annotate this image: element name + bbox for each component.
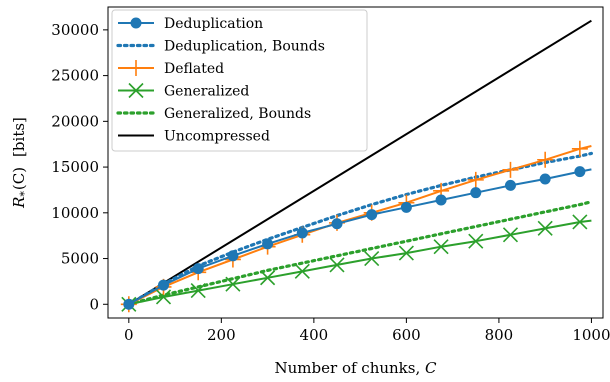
series-line xyxy=(128,19,592,306)
plus-marker xyxy=(571,140,588,157)
x-tick-label: 200 xyxy=(207,326,236,344)
y-axis-label: R*(C) [bits] xyxy=(10,117,31,209)
series-deduplication xyxy=(123,166,592,310)
x-axis: 0 200 400 600 800 1000 xyxy=(124,318,610,344)
series-generalized-bounds xyxy=(127,200,593,306)
x-marker xyxy=(572,214,588,230)
axes-frame xyxy=(107,6,604,319)
x-marker xyxy=(329,257,345,273)
circle-marker xyxy=(366,209,378,221)
x-marker xyxy=(294,263,310,279)
circle-marker xyxy=(158,279,170,291)
x-marker xyxy=(155,289,172,305)
circle-marker xyxy=(400,201,412,213)
circle-marker xyxy=(331,218,343,230)
x-marker xyxy=(468,233,484,249)
plus-marker xyxy=(467,171,484,188)
circle-marker xyxy=(435,194,447,206)
circle-marker xyxy=(123,298,135,310)
circle-marker xyxy=(192,263,204,275)
legend-box xyxy=(111,9,368,152)
x-marker xyxy=(190,282,206,299)
y-tick-label: 30000 xyxy=(51,21,99,39)
legend-label: Deflated xyxy=(164,61,224,77)
series-line xyxy=(128,168,592,306)
x-marker xyxy=(537,220,553,236)
circle-marker xyxy=(539,173,551,185)
x-marker xyxy=(128,82,144,99)
legend-entry: Uncompressed xyxy=(118,129,270,145)
circle-marker xyxy=(504,179,516,191)
legend-entry: Generalized xyxy=(118,82,249,100)
series-deflated xyxy=(120,140,592,313)
series-generalized xyxy=(121,214,592,312)
legend-entry: Deduplication, Bounds xyxy=(116,39,325,55)
x-marker xyxy=(398,245,414,261)
y-tick-label: 0 xyxy=(89,295,99,313)
circle-marker xyxy=(574,166,586,178)
y-tick-label: 25000 xyxy=(51,67,99,85)
legend: Deduplication Deduplication, Bounds Deflat… xyxy=(111,9,368,152)
circle-marker xyxy=(227,250,239,262)
legend-entry: Deflated xyxy=(118,60,224,77)
legend-entry: Generalized, Bounds xyxy=(116,106,311,122)
legend-label: Deduplication, Bounds xyxy=(164,39,325,55)
x-tick-label: 0 xyxy=(124,326,134,344)
series-line xyxy=(128,145,592,306)
y-tick-label: 15000 xyxy=(51,158,99,176)
circle-marker xyxy=(262,238,274,250)
legend-label: Deduplication xyxy=(164,16,263,32)
plus-marker xyxy=(502,161,519,178)
x-tick-label: 800 xyxy=(485,326,514,344)
x-tick-label: 1000 xyxy=(572,326,610,344)
y-axis-label-argument: (C) xyxy=(10,167,28,190)
y-axis-label-subscript: * xyxy=(18,191,31,197)
legend-label: Generalized xyxy=(164,84,249,100)
legend-entry: Deduplication xyxy=(118,16,263,32)
legend-label: Uncompressed xyxy=(164,129,270,145)
circle-marker xyxy=(470,187,482,199)
y-axis-label-unit: [bits] xyxy=(10,117,28,157)
series-line xyxy=(127,151,593,306)
x-marker xyxy=(433,239,449,255)
y-axis: 0 5000 10000 15000 20000 25000 30000 xyxy=(51,21,108,313)
y-tick-label: 20000 xyxy=(51,112,99,130)
x-marker xyxy=(502,227,519,243)
plus-marker xyxy=(537,151,554,168)
y-axis-label-symbol: R xyxy=(10,197,28,209)
y-tick-label: 10000 xyxy=(51,204,99,222)
x-marker xyxy=(225,276,241,292)
series-deduplication-bounds xyxy=(127,151,593,306)
plus-marker xyxy=(128,60,144,76)
series-uncompressed xyxy=(128,19,592,306)
x-tick-label: 600 xyxy=(392,326,421,344)
x-axis-label: Number of chunks, C xyxy=(275,359,437,377)
circle-marker xyxy=(296,227,308,239)
circle-marker xyxy=(130,17,142,29)
series-line xyxy=(127,200,593,306)
x-marker xyxy=(364,250,380,267)
y-tick-label: 5000 xyxy=(61,250,99,268)
plot-area xyxy=(120,19,593,313)
legend-label: Generalized, Bounds xyxy=(164,106,311,122)
x-marker xyxy=(260,270,276,286)
x-tick-label: 400 xyxy=(300,326,329,344)
